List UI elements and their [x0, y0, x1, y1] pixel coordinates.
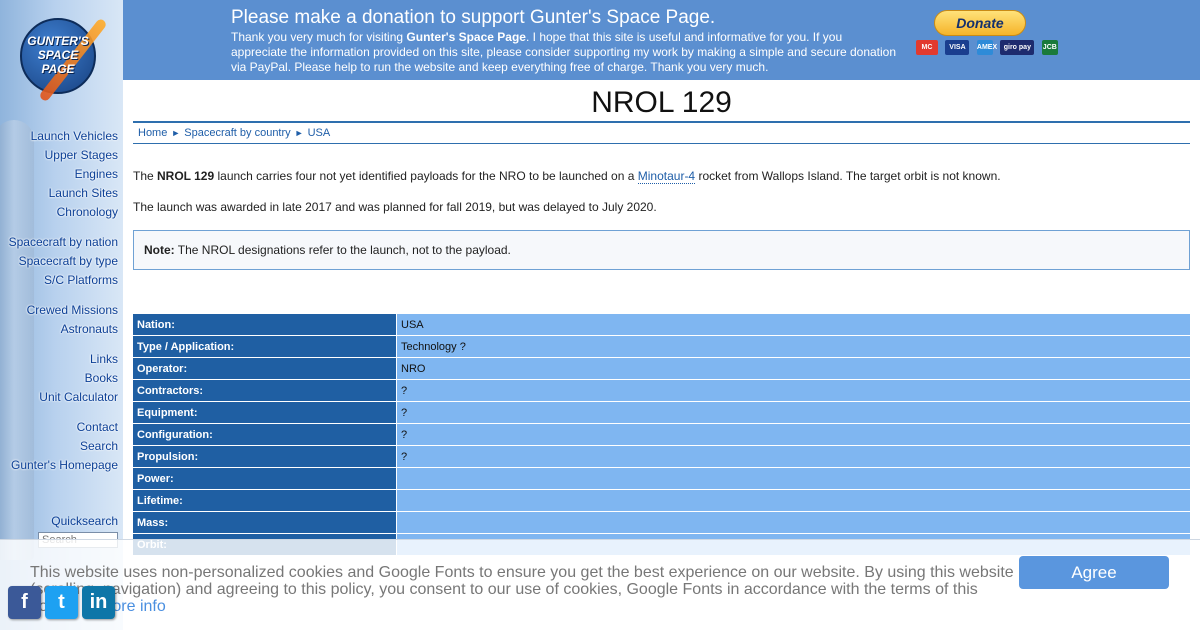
nav-link-books[interactable]: Books	[84, 371, 118, 385]
spec-row: Mass:	[133, 512, 1190, 533]
logo-line: PAGE	[41, 62, 75, 76]
breadcrumb-spacecraft-by-country[interactable]: Spacecraft by country	[184, 127, 291, 139]
nav-link-sc-platforms[interactable]: S/C Platforms	[43, 273, 118, 287]
payment-cards: MC VISA AMEX giro pay JCB	[916, 40, 1061, 56]
rocket-background-image	[0, 120, 34, 560]
spec-row: Configuration:?	[133, 424, 1190, 445]
breadcrumb-separator-icon: ►	[171, 128, 181, 138]
spec-row: Lifetime:	[133, 490, 1190, 511]
spec-row: Power:	[133, 468, 1190, 489]
cookie-text: This website uses non-personalized cooki…	[30, 564, 1020, 615]
giropay-icon: giro pay	[1000, 40, 1035, 55]
logo-line: SPACE	[37, 48, 79, 62]
donation-title: Please make a donation to support Gunter…	[231, 7, 716, 28]
spec-value	[396, 490, 1190, 511]
nav-group-launch: Launch Vehicles Upper Stages Engines Lau…	[31, 127, 118, 222]
spec-key: Equipment:	[133, 402, 396, 423]
spec-key: Configuration:	[133, 424, 396, 445]
nav-link-chronology[interactable]: Chronology	[56, 205, 118, 219]
spec-row: Type / Application: Technology ?	[133, 336, 1190, 357]
spec-value: ?	[396, 380, 1190, 401]
donation-text-part: . I hope that this site is useful and in…	[231, 30, 897, 74]
spec-row: Nation: USA	[133, 314, 1190, 335]
text: The	[133, 169, 158, 183]
breadcrumb-usa[interactable]: USA	[307, 127, 331, 139]
spec-key: Nation:	[133, 314, 396, 335]
spec-table: Nation: USA Type / Application: Technology …	[133, 313, 1190, 556]
nav-group-resources: Links Books Unit Calculator	[39, 350, 118, 407]
breadcrumb-home[interactable]: Home	[138, 127, 168, 139]
nav-group-spacecraft: Spacecraft by nation Spacecraft by type …	[9, 233, 118, 290]
twitter-icon[interactable]: t	[45, 586, 78, 619]
spec-value: NRO	[396, 358, 1190, 379]
cookie-banner: This website uses non-personalized cooki…	[0, 539, 1200, 630]
site-logo[interactable]: GUNTER'S SPACE PAGE	[12, 10, 108, 106]
donation-text-site-name: Gunter's Space Page	[406, 30, 526, 44]
donation-text-part: Thank you very much for visiting	[231, 30, 407, 44]
nav-link-gunters-homepage[interactable]: Gunter's Homepage	[10, 458, 118, 472]
nav-link-astronauts[interactable]: Astronauts	[60, 322, 118, 336]
spec-row: Contractors:?	[133, 380, 1190, 401]
linkedin-icon[interactable]: in	[82, 586, 115, 619]
logo-text: GUNTER'S SPACE PAGE	[12, 34, 104, 76]
spec-value: ?	[396, 446, 1190, 467]
donation-banner: Please make a donation to support Gunter…	[123, 0, 1200, 80]
mastercard-icon: MC	[916, 40, 938, 55]
main-content: NROL 129 Home ► Spacecraft by country ► USA …	[133, 80, 1190, 555]
social-share: f t in	[8, 586, 119, 619]
agree-button[interactable]: Agree	[1019, 556, 1169, 589]
note-text: The NROL designations refer to the launc…	[174, 243, 511, 257]
donation-text: Thank you very much for visiting Gunter'…	[231, 30, 901, 75]
spec-value	[396, 512, 1190, 533]
facebook-icon[interactable]: f	[8, 586, 41, 619]
spec-key: Power:	[133, 468, 396, 489]
sidebar: GUNTER'S SPACE PAGE Launch Vehicles Uppe…	[0, 0, 123, 630]
cookie-message: This website uses non-personalized cooki…	[30, 564, 1014, 615]
donate-button[interactable]: Donate	[934, 10, 1026, 36]
text: launch carries four not yet identified p…	[214, 169, 638, 183]
nav-link-spacecraft-by-type[interactable]: Spacecraft by type	[18, 254, 118, 268]
jcb-icon: JCB	[1041, 40, 1058, 55]
visa-icon: VISA	[945, 40, 970, 55]
spec-row: Propulsion:?	[133, 446, 1190, 467]
nav-group-contact: Contact Search Gunter's Homepage	[11, 418, 118, 475]
nav-group-crewed: Crewed Missions Astronauts	[27, 301, 118, 339]
history-paragraph: The launch was awarded in late 2017 and …	[133, 200, 657, 214]
text: rocket from Wallops Island. The target o…	[695, 169, 1001, 183]
spec-value: ?	[396, 402, 1190, 423]
spec-value: USA	[396, 314, 1190, 335]
spec-key: Type / Application:	[133, 336, 396, 357]
note-box: Note: The NROL designations refer to the…	[133, 230, 1190, 270]
spec-value	[396, 468, 1190, 489]
spacecraft-name: NROL 129	[157, 169, 215, 183]
spec-row: Operator: NRO	[133, 358, 1190, 379]
note-label: Note:	[144, 243, 175, 257]
logo-line: GUNTER'S	[27, 34, 89, 48]
spec-key: Operator:	[133, 358, 396, 379]
spec-key: Lifetime:	[133, 490, 396, 511]
spec-key: Propulsion:	[133, 446, 396, 467]
nav-link-engines[interactable]: Engines	[74, 167, 118, 181]
breadcrumb-separator-icon: ►	[294, 128, 304, 138]
nav-link-unit-calculator[interactable]: Unit Calculator	[39, 390, 118, 404]
spec-value: Technology ?	[396, 336, 1190, 357]
nav-link-links[interactable]: Links	[89, 352, 118, 366]
page-title: NROL 129	[133, 80, 1190, 123]
minotaur-4-link[interactable]: Minotaur-4	[637, 169, 696, 184]
nav-link-upper-stages[interactable]: Upper Stages	[44, 148, 118, 162]
spec-value: ?	[396, 424, 1190, 445]
spec-key: Contractors:	[133, 380, 396, 401]
nav-link-crewed-missions[interactable]: Crewed Missions	[26, 303, 118, 317]
amex-icon: AMEX	[976, 40, 997, 55]
intro-paragraph: The NROL 129 launch carries four not yet…	[133, 168, 1001, 184]
spec-row: Equipment:?	[133, 402, 1190, 423]
nav-link-search[interactable]: Search	[79, 439, 118, 453]
nav-link-launch-sites[interactable]: Launch Sites	[48, 186, 118, 200]
nav-link-launch-vehicles[interactable]: Launch Vehicles	[30, 129, 118, 143]
breadcrumb: Home ► Spacecraft by country ► USA	[133, 123, 1190, 144]
nav-link-contact[interactable]: Contact	[76, 420, 118, 434]
quicksearch-label: Quicksearch	[51, 514, 118, 528]
spec-key: Mass:	[133, 512, 396, 533]
nav-link-spacecraft-by-nation[interactable]: Spacecraft by nation	[8, 235, 118, 249]
